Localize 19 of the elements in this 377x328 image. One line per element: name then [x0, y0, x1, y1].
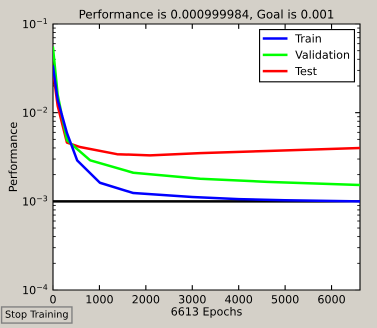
y-tick-label: 10$^{−3}$	[23, 195, 48, 206]
x-axis-title: 6613 Epochs	[171, 307, 242, 318]
y-tick-label: 10$^{−2}$	[23, 106, 47, 117]
x-tick-label: 4000	[225, 295, 252, 304]
x-tick-label: 6000	[318, 295, 345, 304]
y-axis-title: Performance	[8, 122, 18, 192]
x-tick-label: 0	[50, 295, 56, 304]
line-series	[53, 65, 360, 203]
y-tick-label: 10$^{−1}$	[23, 18, 48, 28]
legend-label: Train	[295, 34, 321, 43]
x-tick-label: 2000	[132, 295, 160, 304]
chart-title: Performance is 0.000999984, Goal is 0.001	[80, 9, 334, 20]
legend-label: Validation	[295, 50, 350, 59]
x-tick-label: 3000	[178, 295, 206, 304]
x-tick-label: 5000	[272, 295, 299, 304]
x-tick-label: 1000	[86, 295, 113, 304]
y-tick-label: 10$^{−4}$	[23, 284, 48, 294]
text: Stop Training	[6, 310, 68, 320]
legend-label: Test	[295, 66, 317, 76]
